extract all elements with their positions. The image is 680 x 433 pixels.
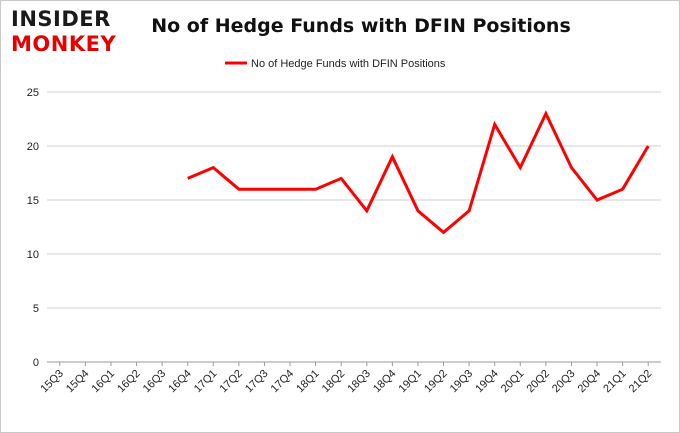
x-tick-label: 16Q3 <box>141 368 169 396</box>
x-tick-label: 18Q1 <box>294 368 322 396</box>
x-tick-label: 17Q4 <box>269 368 297 396</box>
x-tick-labels: 15Q315Q416Q116Q216Q316Q417Q117Q217Q317Q4… <box>38 362 654 395</box>
x-tick-label: 17Q2 <box>217 368 245 396</box>
grid-lines <box>47 91 661 309</box>
x-tick-label: 19Q1 <box>397 368 425 396</box>
legend-label: No of Hedge Funds with DFIN Positions <box>251 58 446 70</box>
x-tick-label: 15Q4 <box>64 368 92 396</box>
y-tick-label: 0 <box>33 357 39 369</box>
x-tick-label: 16Q4 <box>166 368 194 396</box>
x-tick-label: 19Q3 <box>448 368 476 396</box>
x-tick-label: 20Q1 <box>499 368 527 396</box>
x-tick-label: 20Q2 <box>524 368 552 396</box>
y-tick-label: 5 <box>33 303 39 315</box>
series-group <box>187 110 650 235</box>
insider-monkey-logo: INSIDER MONKEY <box>11 9 129 55</box>
x-tick-label: 19Q2 <box>422 368 450 396</box>
y-tick-labels: 0 5 10 15 20 25 <box>27 87 39 369</box>
y-tick-label: 25 <box>27 87 39 99</box>
x-tick-label: 20Q4 <box>576 368 604 396</box>
x-tick-label: 18Q3 <box>345 368 373 396</box>
y-tick-label: 15 <box>27 195 39 207</box>
logo-text-insider: INSIDER <box>11 7 111 31</box>
x-tick-label: 17Q1 <box>192 368 220 396</box>
x-tick-label: 19Q4 <box>473 368 501 396</box>
series-line-0 <box>187 110 650 235</box>
x-tick-label: 21Q2 <box>627 368 655 396</box>
legend: No of Hedge Funds with DFIN Positions <box>225 58 446 70</box>
x-tick-label: 18Q2 <box>320 368 348 396</box>
x-tick-label: 20Q3 <box>550 368 578 396</box>
x-tick-label: 16Q2 <box>115 368 143 396</box>
y-tick-label: 10 <box>27 249 39 261</box>
x-tick-label: 16Q1 <box>90 368 118 396</box>
x-tick-label: 17Q3 <box>243 368 271 396</box>
chart-title: No of Hedge Funds with DFIN Positions <box>151 15 571 37</box>
y-tick-label: 20 <box>27 141 39 153</box>
x-tick-label: 18Q4 <box>371 368 399 396</box>
logo-text-monkey: MONKEY <box>11 32 117 56</box>
x-tick-label: 21Q1 <box>601 368 629 396</box>
x-tick-label: 15Q3 <box>38 368 66 396</box>
